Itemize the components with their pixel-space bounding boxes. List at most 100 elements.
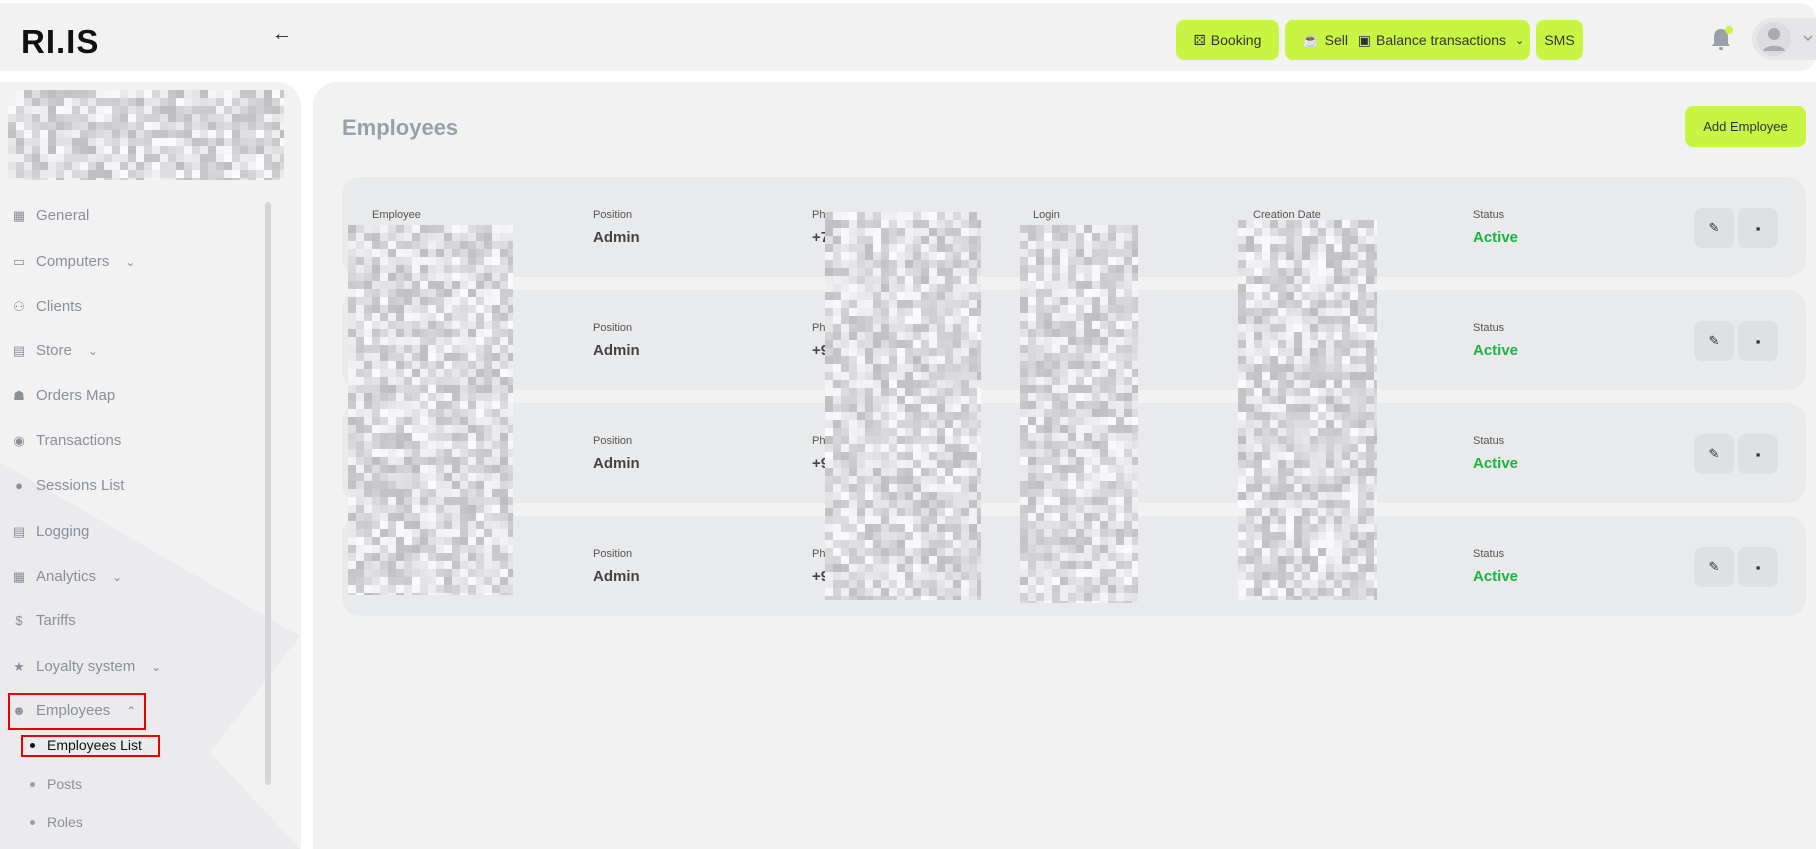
bell-icon[interactable]: [1708, 25, 1734, 53]
chevron-down-icon: ⌄: [112, 570, 123, 584]
column-label: Status: [1473, 209, 1505, 221]
sidebar-item-loyalty-system[interactable]: ★ Loyalty system ⌄: [13, 658, 162, 675]
status-badge: Active: [1473, 568, 1519, 585]
column-label: Status: [1473, 548, 1505, 560]
laptop-icon: ▭: [12, 254, 26, 269]
users-icon: ⚇: [13, 299, 25, 314]
status-badge: Active: [1473, 342, 1519, 359]
trash-icon: ▪: [1755, 446, 1761, 462]
position-value: Admin: [593, 229, 640, 246]
user-icon: ☻: [12, 703, 26, 718]
column-label: Employee: [372, 209, 421, 221]
cell-position: Position Admin: [593, 435, 640, 472]
delete-button[interactable]: ▪: [1738, 321, 1778, 361]
phone-value: +9: [812, 342, 830, 359]
cell-status: Status Active: [1473, 209, 1518, 246]
chevron-down-icon: ⌄: [151, 660, 162, 674]
cell-created: Creation Date: [1253, 209, 1321, 221]
column-label: Status: [1473, 322, 1505, 334]
dollar-icon: $: [15, 613, 23, 628]
top-bar: RI.IS ← ⚄Booking ☕Sell Food ▣Balance tra…: [0, 3, 1816, 71]
cell-position: Position Admin: [593, 322, 640, 359]
archive-icon: ▤: [12, 343, 26, 358]
pencil-icon: ✎: [1708, 559, 1720, 574]
sidebar-subitem-employees-list[interactable]: Employees List: [30, 737, 142, 754]
add-employee-button[interactable]: Add Employee: [1685, 106, 1806, 147]
sidebar-item-transactions[interactable]: ◉ Transactions: [13, 432, 122, 449]
status-badge: Active: [1473, 455, 1519, 472]
page-title: Employees: [342, 115, 459, 140]
sidebar-subitem-posts[interactable]: Posts: [30, 776, 82, 793]
status-badge: Active: [1473, 229, 1519, 246]
column-label: Position: [593, 548, 633, 560]
booking-button[interactable]: ⚄ Booking: [1176, 20, 1279, 60]
chevron-down-icon: ⌄: [1514, 34, 1525, 47]
wallet-icon: ▣: [1357, 31, 1372, 48]
chevron-down-icon: ⌄: [87, 344, 98, 358]
sidebar-item-orders-map[interactable]: ☗ Orders Map: [13, 387, 116, 404]
phone-value: +7: [812, 229, 830, 246]
avatar[interactable]: [1752, 18, 1816, 60]
bullet-icon: [30, 782, 35, 787]
sidebar-item-clients[interactable]: ⚇ Clients: [13, 298, 82, 315]
redacted-creation-dates: [1238, 220, 1377, 600]
column-label: Position: [593, 322, 633, 334]
sidebar-item-employees[interactable]: ☻ Employees ⌃: [12, 702, 137, 719]
trash-icon: ▪: [1755, 220, 1761, 236]
sidebar-item-store[interactable]: ▤ Store ⌄: [12, 342, 98, 359]
cell-position: Position Admin: [593, 209, 640, 246]
edit-button[interactable]: ✎: [1694, 547, 1734, 587]
redacted-employee-names: [348, 225, 513, 595]
dollar-circle-icon: ◉: [13, 433, 25, 448]
redacted-phones: [825, 212, 981, 600]
chair-icon: ⚄: [1193, 31, 1206, 48]
sidebar-subitem-roles[interactable]: Roles: [30, 814, 83, 831]
cell-status: Status Active: [1473, 435, 1518, 472]
sidebar-item-general[interactable]: ▦ General: [12, 207, 90, 224]
star-icon: ★: [13, 659, 25, 674]
edit-button[interactable]: ✎: [1694, 321, 1734, 361]
grid-icon: ▦: [12, 208, 26, 223]
position-value: Admin: [593, 342, 640, 359]
food-icon: ☗: [13, 388, 25, 403]
delete-button[interactable]: ▪: [1738, 434, 1778, 474]
document-icon: ▤: [12, 524, 26, 539]
trash-icon: ▪: [1755, 559, 1761, 575]
phone-value: +9: [812, 568, 830, 585]
column-label: Creation Date: [1253, 209, 1321, 221]
sidebar-item-sessions-list[interactable]: ● Sessions List: [12, 477, 124, 495]
sidebar-item-logging[interactable]: ▤ Logging: [12, 523, 90, 540]
column-label: Login: [1033, 209, 1060, 221]
sidebar-item-computers[interactable]: ▭ Computers ⌄: [12, 253, 136, 270]
redacted-logins: [1020, 225, 1138, 603]
sidebar-item-analytics[interactable]: ▦ Analytics ⌄: [12, 568, 123, 585]
trash-icon: ▪: [1755, 333, 1761, 349]
sidebar-item-tariffs[interactable]: $ Tariffs: [12, 612, 75, 630]
sidebar: [0, 82, 301, 849]
column-label: Position: [593, 209, 633, 221]
edit-button[interactable]: ✎: [1694, 434, 1734, 474]
pencil-icon: ✎: [1708, 220, 1720, 235]
cell-employee: Employee: [372, 209, 421, 221]
chevron-up-icon: ⌃: [126, 704, 137, 718]
column-label: Status: [1473, 435, 1505, 447]
edit-button[interactable]: ✎: [1694, 208, 1734, 248]
bullet-icon: [30, 820, 35, 825]
cell-position: Position Admin: [593, 548, 640, 585]
dashboard-icon: ▦: [12, 569, 26, 584]
arrow-left-icon[interactable]: ←: [272, 23, 292, 45]
balance-transactions-button[interactable]: ▣ Balance transactions ⌄: [1352, 20, 1530, 60]
bullet-icon: [30, 743, 35, 748]
delete-button[interactable]: ▪: [1738, 208, 1778, 248]
sms-button[interactable]: SMS: [1536, 20, 1583, 60]
delete-button[interactable]: ▪: [1738, 547, 1778, 587]
position-value: Admin: [593, 568, 640, 585]
sidebar-scrollbar[interactable]: [265, 202, 271, 785]
highlight-box: [21, 735, 160, 757]
cell-status: Status Active: [1473, 322, 1518, 359]
pencil-icon: ✎: [1708, 333, 1720, 348]
chevron-down-icon: ⌄: [125, 255, 136, 269]
highlight-box: [8, 693, 146, 730]
redacted-club-info: [8, 90, 284, 180]
column-label: Position: [593, 435, 633, 447]
